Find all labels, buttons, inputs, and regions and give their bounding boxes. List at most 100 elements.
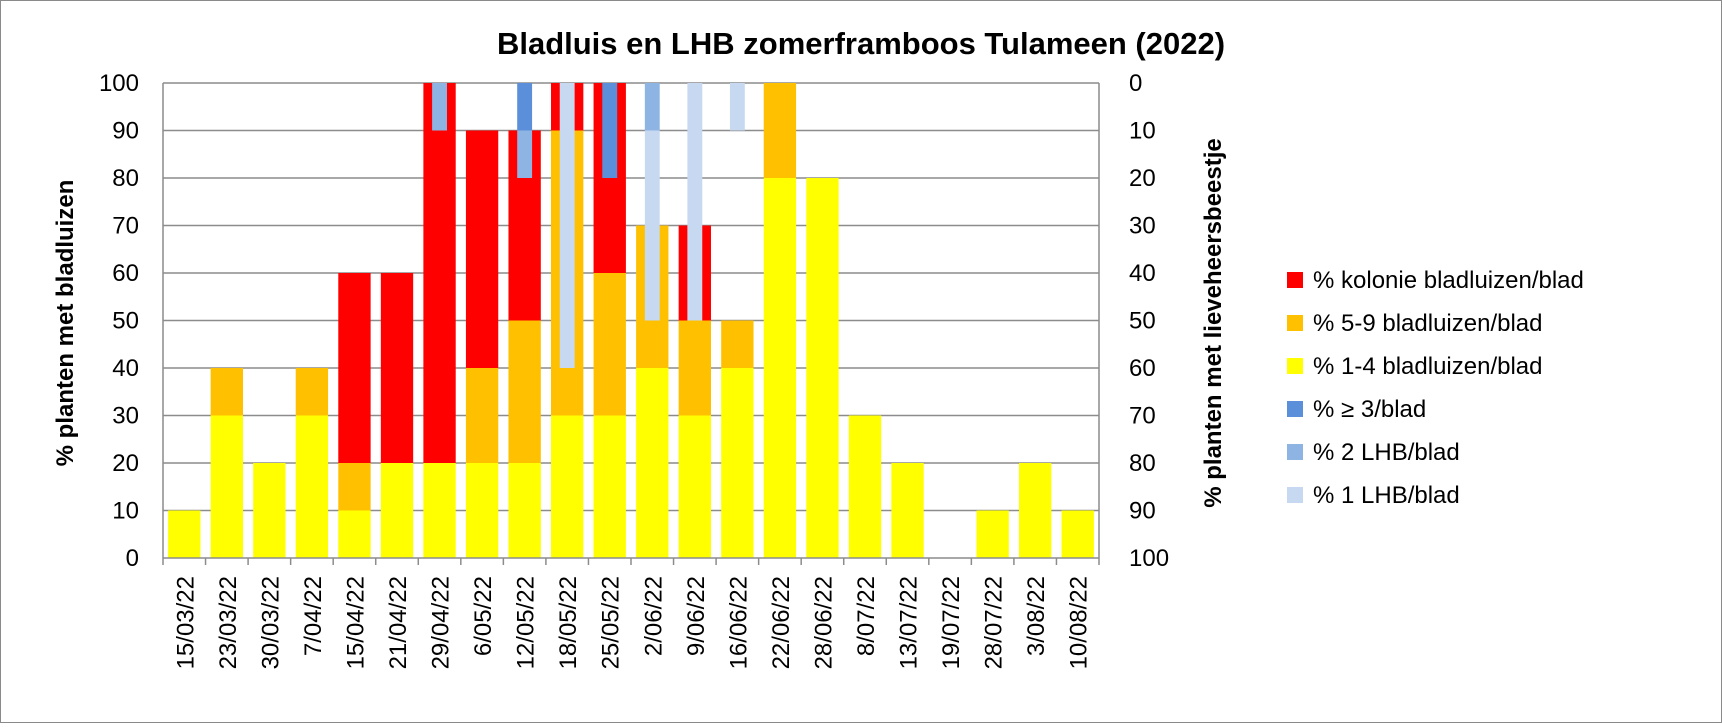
bar-1-4-bladluizen-blad (508, 463, 541, 558)
lhb-bar-2-lhb-blad (517, 130, 533, 178)
y-axis-title: % planten met bladluizen (52, 180, 79, 467)
y-tick-label: 0 (126, 545, 139, 572)
bar-5-9-bladluizen-blad (295, 368, 329, 416)
y2-axis-title: % planten met lieveheersbeestje (1200, 138, 1227, 508)
legend-label: % 1 LHB/blad (1313, 482, 1460, 509)
bar-5-9-bladluizen-blad (508, 320, 541, 463)
lhb-bar-1-lhb-blad (729, 83, 745, 131)
bar-5-9-bladluizen-blad (210, 368, 243, 416)
x-tick-label: 23/03/22 (215, 576, 242, 669)
legend: % kolonie bladluizen/blad % 5-9 bladluize… (1287, 267, 1584, 509)
y2-tick-label: 30 (1129, 213, 1156, 240)
lhb-bar-2-lhb-blad (644, 83, 660, 131)
bar-5-9-bladluizen-blad (338, 463, 371, 511)
legend-swatch (1287, 401, 1303, 417)
bar-1-4-bladluizen-blad (168, 510, 201, 558)
y2-tick-label: 50 (1129, 308, 1156, 335)
x-tick-label: 15/03/22 (172, 576, 199, 669)
y-tick-label: 90 (112, 118, 139, 145)
bar-kolonie-bladluizen-blad (380, 273, 414, 463)
bar-1-4-bladluizen-blad (593, 415, 626, 558)
x-tick-label: 10/08/22 (1066, 576, 1093, 669)
bar-1-4-bladluizen-blad (763, 178, 797, 558)
bar-1-4-bladluizen-blad (636, 368, 669, 558)
y-tick-label: 80 (112, 165, 139, 192)
bar-1-4-bladluizen-blad (1019, 463, 1052, 558)
y-tick-label: 20 (112, 450, 139, 477)
y2-tick-label: 70 (1129, 403, 1156, 430)
x-tick-label: 7/04/22 (300, 576, 327, 656)
y-tick-label: 60 (112, 260, 139, 287)
bar-1-4-bladluizen-blad (678, 415, 711, 558)
x-tick-label: 19/07/22 (938, 576, 965, 669)
legend-label: % kolonie bladluizen/blad (1313, 267, 1584, 294)
x-tick-label: 13/07/22 (896, 576, 923, 669)
bar-1-4-bladluizen-blad (210, 415, 243, 558)
legend-swatch (1287, 315, 1303, 331)
y-tick-label: 10 (112, 498, 139, 525)
x-tick-label: 29/04/22 (428, 576, 455, 669)
bar-5-9-bladluizen-blad (763, 83, 797, 178)
y2-tick-label: 10 (1129, 118, 1156, 145)
chart-title: Bladluis en LHB zomerframboos Tulameen (… (497, 26, 1225, 61)
lhb-bar-1-lhb-blad (687, 83, 703, 321)
lhb-bar-1-lhb-blad (559, 83, 575, 368)
y2-tick-label: 0 (1129, 70, 1142, 97)
bar-1-4-bladluizen-blad (976, 510, 1009, 558)
y2-tick-label: 100 (1129, 545, 1169, 572)
bars (168, 83, 1094, 558)
x-tick-label: 6/05/22 (470, 576, 497, 656)
x-tick-label: 28/07/22 (981, 576, 1008, 669)
x-tick-label: 2/06/22 (640, 576, 667, 656)
legend-label: % 1-4 bladluizen/blad (1313, 353, 1543, 380)
x-tick-label: 12/05/22 (513, 576, 540, 669)
y2-tick-label: 60 (1129, 355, 1156, 382)
y-tick-label: 30 (112, 403, 139, 430)
legend-swatch (1287, 444, 1303, 460)
x-tick-label: 25/05/22 (598, 576, 625, 669)
bar-1-4-bladluizen-blad (253, 463, 286, 558)
y2-tick-label: 80 (1129, 450, 1156, 477)
bar-1-4-bladluizen-blad (551, 415, 584, 558)
legend-label: % 5-9 bladluizen/blad (1313, 310, 1543, 337)
bar-5-9-bladluizen-blad (465, 368, 499, 463)
legend-swatch (1287, 487, 1303, 503)
lhb-bar-1-lhb-blad (644, 130, 660, 321)
x-tick-label: 21/04/22 (385, 576, 412, 669)
lhb-bar-2-lhb-blad (432, 83, 447, 131)
x-tick-label: 30/03/22 (257, 576, 284, 669)
legend-swatch (1287, 272, 1303, 288)
legend-label: % 2 LHB/blad (1313, 439, 1460, 466)
x-tick-label: 8/07/22 (853, 576, 880, 656)
bar-1-4-bladluizen-blad (721, 368, 754, 558)
bar-1-4-bladluizen-blad (423, 463, 456, 558)
bar-1-4-bladluizen-blad (338, 510, 371, 558)
bar-1-4-bladluizen-blad (380, 463, 414, 558)
x-tick-label: 22/06/22 (768, 576, 795, 669)
y2-tick-label: 20 (1129, 165, 1156, 192)
bar-5-9-bladluizen-blad (593, 273, 626, 416)
y-tick-label: 40 (112, 355, 139, 382)
x-tick-label: 15/04/22 (342, 576, 369, 669)
bar-1-4-bladluizen-blad (848, 415, 882, 558)
lhb-bar-3-blad (602, 83, 618, 178)
legend-swatch (1287, 358, 1303, 374)
bar-5-9-bladluizen-blad (721, 320, 754, 368)
legend-label: % ≥ 3/blad (1313, 396, 1426, 423)
axes (162, 83, 1100, 565)
x-tick-label: 18/05/22 (555, 576, 582, 669)
y-tick-labels: 0 10 20 30 40 50 60 70 80 90 100 (99, 70, 139, 572)
bar-1-4-bladluizen-blad (806, 178, 839, 558)
bar-kolonie-bladluizen-blad (338, 273, 371, 463)
y-tick-label: 50 (112, 308, 139, 335)
x-tick-label: 3/08/22 (1023, 576, 1050, 656)
x-tick-labels: 15/03/22 23/03/22 30/03/22 7/04/22 15/04/22 2… (172, 576, 1092, 669)
x-tick-label: 9/06/22 (683, 576, 710, 656)
bar-1-4-bladluizen-blad (891, 463, 924, 558)
y-tick-label: 70 (112, 213, 139, 240)
x-tick-label: 28/06/22 (810, 576, 837, 669)
bar-kolonie-bladluizen-blad (465, 130, 499, 368)
